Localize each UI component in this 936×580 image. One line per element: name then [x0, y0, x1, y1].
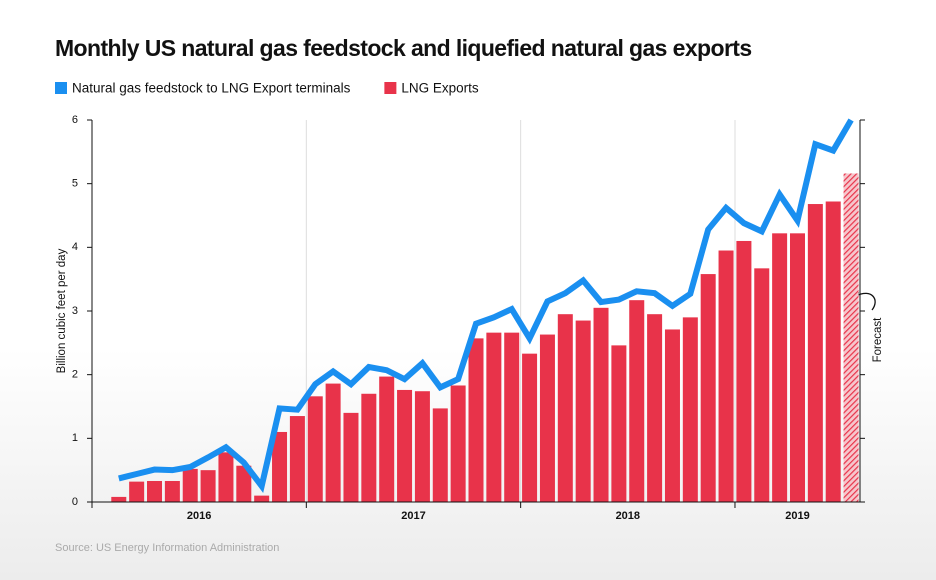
bar [468, 338, 484, 502]
bar [789, 233, 805, 502]
bar [754, 268, 770, 502]
legend-label: LNG Exports [401, 81, 479, 96]
line [118, 118, 854, 494]
bar [325, 383, 341, 502]
x-tick-label: 2019 [785, 510, 809, 522]
bar [129, 481, 145, 502]
bar [200, 470, 216, 502]
y-tick-label: 0 [72, 496, 78, 508]
bar [664, 329, 680, 502]
y-tick-label: 4 [72, 241, 78, 253]
bar [218, 452, 234, 502]
bar [307, 396, 323, 502]
chart-title: Monthly US natural gas feedstock and liq… [55, 35, 752, 61]
forecast-bar [843, 173, 859, 503]
bar [147, 480, 163, 502]
bar [379, 376, 395, 502]
bar [825, 201, 841, 502]
x-tick-label: 2016 [187, 510, 211, 522]
bar [450, 385, 466, 502]
bar [272, 431, 288, 502]
y-axis-label: Billion cubic feet per day [56, 248, 68, 373]
x-tick-label: 2018 [616, 510, 640, 522]
legend-label: Natural gas feedstock to LNG Export term… [72, 81, 351, 96]
bar [254, 495, 270, 502]
bar [539, 334, 555, 502]
y-tick-label: 6 [72, 114, 78, 126]
bar [736, 240, 752, 502]
bar [611, 345, 627, 502]
bar [111, 496, 127, 502]
bar [700, 274, 716, 502]
bar [414, 391, 430, 502]
bar [432, 408, 448, 502]
y-tick-label: 2 [72, 369, 78, 381]
bar [575, 320, 591, 502]
bar [682, 317, 698, 502]
y-tick-label: 1 [72, 432, 78, 444]
bar [289, 416, 305, 502]
bar [504, 332, 520, 502]
bar [343, 412, 359, 502]
bar [718, 250, 734, 502]
x-tick-label: 2017 [401, 510, 425, 522]
bar [557, 314, 573, 502]
bar [397, 389, 413, 502]
bar [182, 468, 198, 502]
bar [772, 233, 788, 502]
legend-swatch [55, 82, 67, 94]
bar [647, 314, 663, 502]
bar [629, 300, 645, 502]
source: Source: US Energy Information Administra… [55, 542, 279, 554]
bar [164, 480, 180, 502]
bar [236, 465, 252, 502]
y-tick-label: 5 [72, 178, 78, 190]
bar [593, 307, 609, 502]
bar [361, 393, 377, 502]
bar [807, 204, 823, 503]
bar [522, 353, 538, 502]
forecast-label: Forecast [872, 317, 884, 363]
bar [486, 332, 502, 502]
legend-swatch [384, 82, 397, 94]
y-tick-label: 3 [72, 305, 78, 317]
